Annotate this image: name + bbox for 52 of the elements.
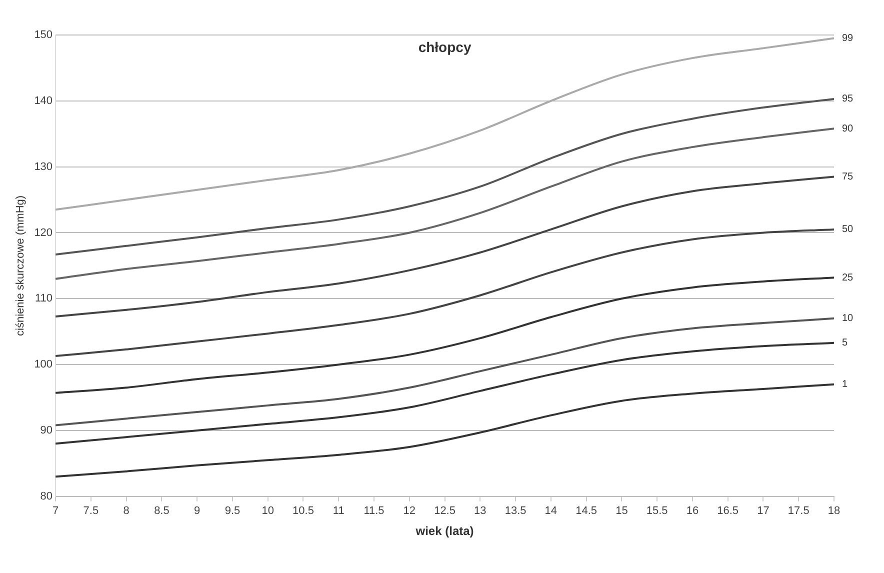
x-tick-label: 12 [403, 505, 416, 518]
series-label: 50 [842, 224, 854, 236]
series-label: 10 [842, 313, 854, 324]
x-tick-label: 7 [52, 505, 59, 518]
x-tick-label: 17 [757, 505, 770, 518]
line-series [56, 342, 834, 445]
line-series [56, 128, 834, 280]
x-tick-label: 10 [262, 505, 274, 518]
x-tick-label: 16.5 [717, 505, 739, 518]
x-tick-label: 16 [686, 505, 699, 518]
x-tick-label: 17.5 [788, 505, 810, 518]
series-label: 90 [842, 123, 854, 134]
x-tick-label: 9 [194, 505, 200, 518]
y-tick-label: 110 [35, 292, 53, 305]
x-tick-label: 11 [332, 505, 344, 518]
line-series [56, 176, 834, 318]
y-tick-label: 140 [34, 94, 53, 107]
x-tick-label: 8.5 [154, 505, 170, 518]
series-label: 99 [842, 33, 854, 44]
line-series [56, 98, 834, 256]
y-tick-label: 130 [34, 160, 53, 173]
x-tick-label: 18 [828, 505, 840, 518]
x-tick-label: 11.5 [364, 505, 384, 518]
x-tick-label: 8 [123, 505, 130, 518]
series-label: 75 [842, 171, 854, 182]
series-label: 25 [842, 272, 854, 284]
x-tick-label: 10.5 [292, 505, 314, 518]
x-tick-label: 13 [474, 505, 486, 518]
line-series [56, 383, 834, 478]
y-tick-label: 80 [40, 490, 53, 502]
x-tick-label: 13.5 [504, 505, 526, 518]
x-tick-label: 15.5 [646, 505, 668, 518]
x-tick-label: 14 [544, 505, 558, 518]
y-tick-label: 150 [34, 29, 53, 42]
series-label: 95 [842, 94, 854, 105]
x-tick-label: 9.5 [224, 505, 240, 518]
x-tick-label: 15 [616, 505, 628, 518]
series-label: 5 [842, 338, 848, 349]
x-tick-label: 12.5 [434, 505, 456, 518]
chart-title: chłopcy [418, 38, 472, 55]
line-series [56, 276, 834, 394]
y-tick-label: 100 [34, 358, 53, 371]
line-series [56, 317, 834, 426]
x-tick-label: 7.5 [83, 505, 99, 518]
y-axis-title: ciśnienie skurczowe (mmHg) [14, 195, 27, 336]
line-series [56, 228, 834, 358]
x-tick-label: 14.5 [576, 505, 598, 518]
y-tick-label: 90 [40, 424, 53, 437]
y-tick-label: 120 [34, 226, 53, 239]
line-series [56, 37, 834, 211]
series-label: 1 [842, 379, 848, 390]
x-axis-title: wiek (lata) [414, 524, 474, 538]
